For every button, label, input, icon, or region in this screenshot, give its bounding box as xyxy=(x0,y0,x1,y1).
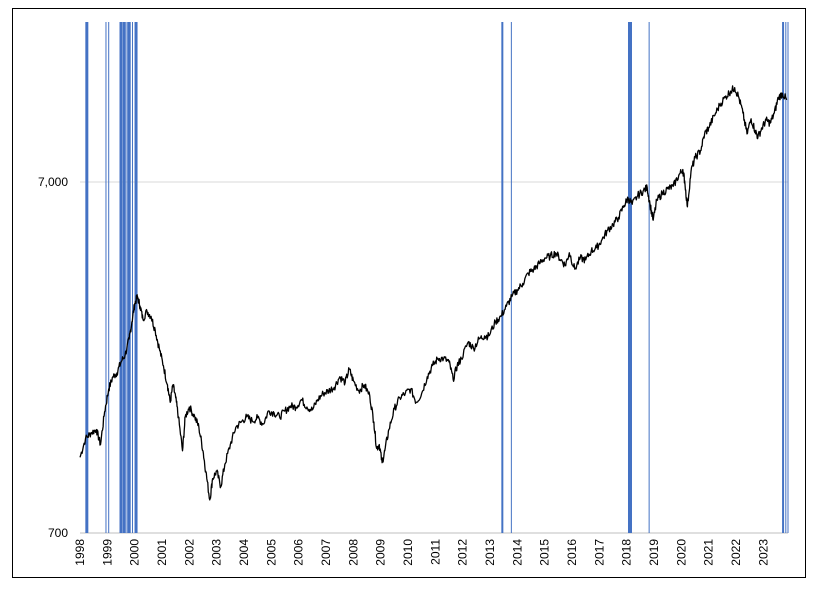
x-tick-label: 2019 xyxy=(647,539,661,566)
x-tick-label: 2003 xyxy=(210,539,224,566)
x-tick-label: 2000 xyxy=(128,539,142,566)
x-tick-label: 2006 xyxy=(292,539,306,566)
x-tick-label: 2004 xyxy=(237,539,251,566)
x-tick-label: 2009 xyxy=(374,539,388,566)
y-tick-label: 700 xyxy=(48,526,68,540)
x-tick-label: 2012 xyxy=(456,539,470,566)
x-tick-label: 2023 xyxy=(756,539,770,566)
y-tick-label: 7,000 xyxy=(38,175,68,189)
y-tick-labels: 700 7,000 xyxy=(38,175,68,540)
x-tick-label: 1999 xyxy=(100,539,114,566)
x-tick-label: 2015 xyxy=(538,539,552,566)
vertical-markers xyxy=(85,22,789,533)
x-tick-label: 2014 xyxy=(510,539,524,566)
series-line xyxy=(79,85,788,501)
x-tick-label: 2017 xyxy=(592,539,606,566)
x-tick-label: 2008 xyxy=(346,539,360,566)
x-tick-label: 2013 xyxy=(483,539,497,566)
x-tick-label: 2001 xyxy=(155,539,169,566)
x-tick-label: 2007 xyxy=(319,539,333,566)
x-tick-label: 2011 xyxy=(428,539,442,565)
x-tick-label: 2021 xyxy=(702,539,716,566)
x-tick-labels: 1998 1999 2000 2001 2002 2003 2004 2005 2006 2007… xyxy=(73,539,770,566)
chart-frame xyxy=(12,8,806,578)
x-tick-label: 2016 xyxy=(565,539,579,566)
x-tick-label: 2020 xyxy=(674,539,688,566)
x-tick-label: 2010 xyxy=(401,539,415,566)
x-tick-label: 2022 xyxy=(729,539,743,566)
x-tick-label: 1998 xyxy=(73,539,87,566)
x-tick-label: 2002 xyxy=(182,539,196,566)
x-tick-label: 2005 xyxy=(264,539,278,566)
x-tick-label: 2018 xyxy=(620,539,634,566)
